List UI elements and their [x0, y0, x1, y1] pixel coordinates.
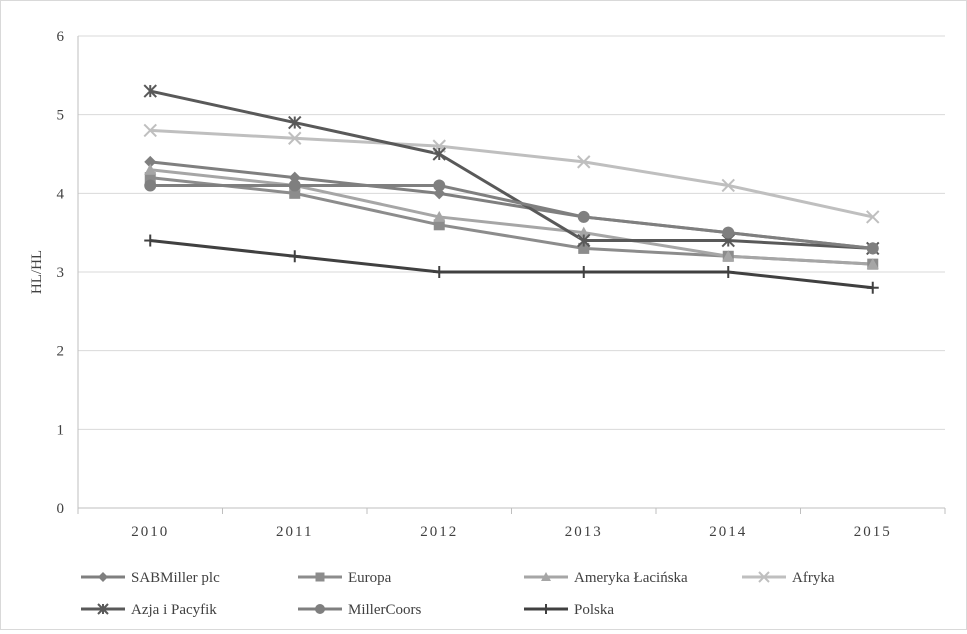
series-line-millercoors: [150, 183, 873, 250]
data-point-azja-i-pacyfik: [577, 233, 591, 248]
y-tick-label: 0: [57, 501, 65, 517]
data-point-afryka: [577, 155, 591, 169]
x-tick-label: 2014: [709, 524, 747, 540]
legend-marker-diamond-icon: [98, 572, 108, 582]
legend-item: MillerCoors: [298, 602, 421, 618]
x-tick-label: 2010: [131, 524, 169, 540]
data-point-afryka: [866, 210, 880, 224]
legend-label: MillerCoors: [348, 602, 421, 618]
data-point-afryka: [143, 123, 157, 138]
grid-lines: [78, 35, 945, 430]
data-point-polska: [144, 234, 157, 247]
y-tick-label: 3: [57, 265, 65, 281]
y-tick-label: 2: [57, 344, 65, 360]
axes: 0 1 2 3 4 5 6 2010 2011 2012 2013 2014 2015: [57, 29, 946, 540]
series-line-afryka: [150, 128, 874, 219]
data-point-millercoors: [288, 179, 301, 192]
data-point-europa: [578, 242, 590, 254]
data-point-ameryka-aci-ska: [433, 210, 446, 222]
data-point-ameryka-aci-ska: [577, 226, 590, 238]
legend: SABMiller plc Europa Ameryka Łacińska Afryk…: [81, 570, 835, 618]
series-markers: [143, 84, 880, 294]
data-point-azja-i-pacyfik: [143, 84, 157, 98]
y-tick-label: 5: [57, 108, 65, 124]
legend-item: Europa: [298, 570, 392, 586]
legend-item: Afryka: [742, 570, 835, 586]
data-point-millercoors: [866, 242, 879, 255]
legend-item: Ameryka Łacińska: [524, 570, 688, 586]
series-lines: [149, 89, 874, 290]
data-point-polska: [722, 266, 735, 278]
data-point-europa: [144, 172, 156, 184]
data-point-europa: [289, 187, 301, 199]
y-tick-label: 1: [57, 422, 65, 438]
data-point-afryka: [288, 131, 302, 145]
data-point-millercoors: [577, 210, 590, 223]
legend-marker-x-icon: [758, 571, 770, 583]
legend-marker-square-icon: [315, 572, 325, 582]
data-point-azja-i-pacyfik: [288, 115, 302, 130]
legend-item: Azja i Pacyfik: [81, 602, 217, 618]
legend-marker-triangle-icon: [541, 572, 551, 581]
legend-item: Polska: [524, 602, 614, 618]
legend-label: Afryka: [792, 570, 835, 586]
legend-label: Azja i Pacyfik: [131, 602, 217, 618]
data-point-sabmiller-plc: [144, 155, 157, 168]
legend-label: Polska: [574, 602, 614, 618]
y-tick-label: 6: [57, 29, 65, 45]
data-point-polska: [288, 250, 301, 263]
x-tick-label: 2015: [854, 524, 892, 540]
data-point-ameryka-aci-ska: [722, 250, 735, 262]
data-point-millercoors: [433, 179, 446, 192]
legend-marker-circle-icon: [315, 604, 325, 614]
legend-label: Ameryka Łacińska: [574, 570, 688, 586]
data-point-millercoors: [144, 179, 157, 192]
legend-label: SABMiller plc: [131, 570, 220, 586]
legend-label: Europa: [348, 570, 392, 586]
series-line-ameryka-aci-ska: [150, 168, 873, 266]
x-tick-label: 2012: [420, 524, 458, 540]
y-tick-label: 4: [57, 186, 65, 202]
data-point-polska: [866, 281, 879, 294]
data-point-europa: [433, 219, 445, 231]
legend-item: SABMiller plc: [81, 570, 220, 586]
series-line-azja-i-pacyfik: [149, 89, 873, 250]
x-tick-label: 2011: [276, 524, 313, 540]
y-axis-title: HL/HL: [29, 250, 45, 294]
data-point-ameryka-aci-ska: [866, 258, 879, 270]
legend-marker-star-icon: [97, 603, 109, 615]
series-line-polska: [150, 239, 873, 290]
data-point-millercoors: [722, 226, 735, 239]
data-point-afryka: [721, 178, 735, 193]
data-point-ameryka-aci-ska: [144, 163, 157, 175]
x-tick-label: 2013: [565, 524, 603, 540]
data-point-polska: [433, 266, 446, 278]
data-point-polska: [577, 266, 590, 278]
data-point-azja-i-pacyfik: [432, 147, 446, 161]
legend-marker-plus-icon: [541, 604, 551, 614]
